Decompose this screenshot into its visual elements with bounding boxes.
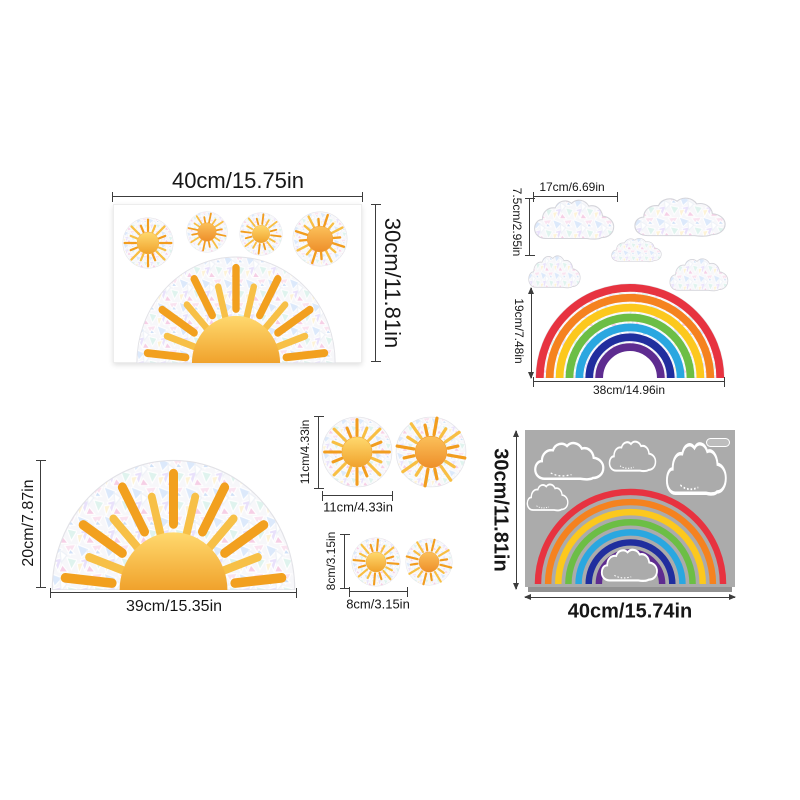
cloud-height-label: 7.5cm/2.95in <box>510 187 524 257</box>
rainbow-sheet-width-label: 40cm/15.74in <box>567 600 693 623</box>
cloud-height-dimension-line <box>524 198 535 256</box>
suncatcher-half-sun-large <box>51 459 296 590</box>
suncatcher-sun-small-2 <box>186 211 228 253</box>
medium-sun-height-dimension-line <box>313 416 324 489</box>
rainbow-sheet-height-label: 30cm/11.81in <box>489 448 512 572</box>
large-sun-height-dimension-line <box>35 460 46 588</box>
outline-cloud-2 <box>608 440 657 473</box>
small-sun-height-dimension-line <box>339 534 350 589</box>
sun-sheet-width-dimension-line <box>112 191 363 202</box>
rainbow-height-label: 19cm/7.48in <box>512 298 526 364</box>
cloud-width-dimension-line <box>533 191 618 202</box>
rainbow-sheet-width-dimension-line <box>524 594 736 600</box>
outline-cloud-4 <box>526 483 569 512</box>
rainbow-width-label: 38cm/14.96in <box>592 383 666 397</box>
sun-sheet-height-label: 30cm/11.81in <box>380 217 405 349</box>
outline-cloud-1 <box>533 441 605 481</box>
suncatcher-sun-small-3 <box>239 212 283 256</box>
small-sun-width-label: 8cm/3.15in <box>346 596 410 612</box>
large-sun-height-label: 20cm/7.87in <box>20 479 37 567</box>
small-sun-width-dimension-line <box>349 586 408 597</box>
suncatcher-sun-medium-2 <box>395 416 467 488</box>
suncatcher-sun-small-a <box>351 537 401 587</box>
rainbow-width-dimension-line <box>533 376 725 387</box>
large-sun-width-label: 39cm/15.35in <box>125 598 223 615</box>
rainbow-sheet-height-dimension-line <box>513 430 519 590</box>
medium-sun-width-dimension-line <box>322 490 393 501</box>
rainbow-arcs <box>535 283 725 378</box>
cloud-width-label: 17cm/6.69in <box>539 180 605 194</box>
sun-sheet-height-dimension-line <box>370 204 381 362</box>
rainbow-height-dimension-line <box>528 287 534 379</box>
suncatcher-sun-small-4 <box>292 211 348 267</box>
holo-cloud-1 <box>534 199 615 240</box>
medium-sun-height-label: 11cm/4.33in <box>298 419 312 485</box>
medium-sun-width-label: 11cm/4.33in <box>323 499 393 515</box>
half-sun-body <box>191 315 281 363</box>
holo-cloud-3 <box>611 237 662 262</box>
sheet-label-capsule <box>706 438 730 447</box>
rainbow-on-sheet <box>534 488 727 584</box>
suncatcher-half-sun-on-sheet <box>136 256 336 363</box>
outline-cloud-5 <box>600 548 659 582</box>
sun-sheet-width-label: 40cm/15.75in <box>171 168 305 193</box>
suncatcher-sun-medium-1 <box>321 416 393 488</box>
rainbow-suncatcher <box>535 283 725 378</box>
rainbow-arcs <box>534 488 727 584</box>
small-sun-height-label: 8cm/3.15in <box>324 531 338 591</box>
large-sun-width-dimension-line <box>50 587 297 598</box>
holo-cloud-2 <box>634 197 726 237</box>
suncatcher-sun-small-b <box>405 538 453 586</box>
suncatcher-sun-small-1 <box>122 217 174 269</box>
outline-cloud-3 <box>665 442 728 496</box>
half-sun-body <box>119 532 228 590</box>
holo-cloud-5 <box>669 258 729 292</box>
